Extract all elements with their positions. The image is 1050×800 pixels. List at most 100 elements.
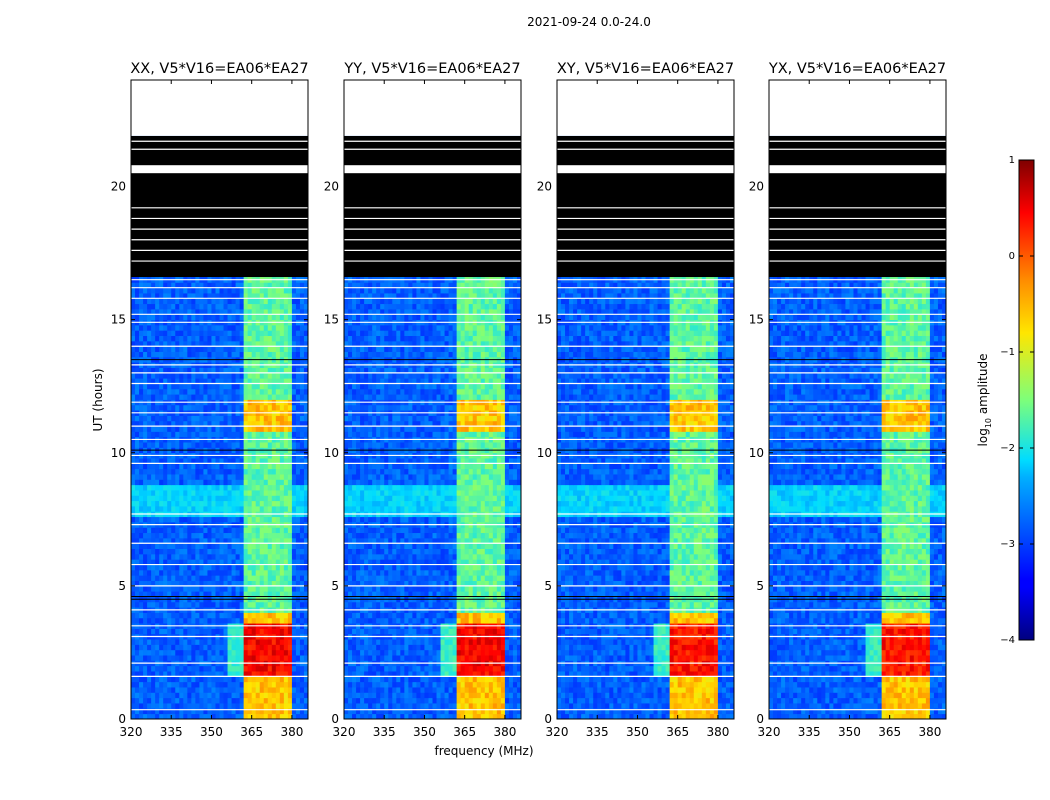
heatmap-cell (215, 372, 220, 379)
heatmap-cell (235, 298, 241, 305)
heatmap-cell (484, 612, 490, 619)
heatmap-cell (215, 378, 220, 384)
heatmap-cell (155, 340, 160, 347)
heatmap-cell (211, 532, 216, 539)
heatmap-cell (412, 575, 417, 581)
heatmap-cell (219, 601, 224, 608)
heatmap-cell (291, 367, 297, 374)
heatmap-cell (392, 580, 397, 587)
heatmap-cell (303, 591, 309, 597)
heatmap-cell (235, 293, 241, 299)
heatmap-cell (492, 671, 498, 677)
heatmap-cell (464, 676, 470, 683)
heatmap-cell (291, 697, 297, 704)
heatmap-cell (516, 665, 522, 672)
heatmap-cell (472, 644, 478, 651)
flagged-block (131, 135, 308, 278)
heatmap-cell (408, 692, 413, 699)
heatmap-cell (175, 537, 180, 544)
heatmap-cell (496, 585, 502, 592)
heatmap-cell (183, 585, 188, 592)
heatmap-cell (207, 506, 212, 512)
heatmap-cell (275, 426, 281, 432)
heatmap-cell (283, 559, 289, 565)
heatmap-cell (179, 628, 184, 635)
heatmap-cell (219, 426, 224, 432)
heatmap-cell (163, 500, 168, 507)
heatmap-cell (199, 340, 204, 347)
heatmap-cell (416, 617, 421, 624)
heatmap-cell (456, 601, 462, 608)
heatmap-cell (191, 335, 196, 342)
heatmap-cell (275, 474, 281, 480)
heatmap-cell (468, 601, 474, 608)
heatmap-cell (155, 612, 160, 619)
heatmap-cell (147, 351, 152, 358)
heatmap-cell (255, 388, 261, 395)
heatmap-cell (420, 575, 425, 581)
heatmap-cell (500, 585, 506, 592)
heatmap-cell (364, 580, 369, 587)
heatmap-cell (175, 293, 180, 299)
heatmap-cell (275, 458, 281, 464)
heatmap-cell (139, 713, 144, 720)
heatmap-cell (452, 575, 458, 581)
heatmap-cell (376, 649, 381, 656)
heatmap-cell (360, 671, 365, 677)
heatmap-cell (187, 569, 192, 576)
heatmap-cell (348, 564, 353, 571)
heatmap-cell (227, 484, 232, 491)
heatmap-cell (139, 506, 144, 512)
heatmap-cell (356, 564, 361, 571)
heatmap-cell (239, 303, 245, 310)
heatmap-cell (167, 500, 172, 507)
heatmap-cell (139, 655, 144, 661)
heatmap-cell (231, 442, 236, 448)
heatmap-cell (219, 298, 224, 305)
heatmap-cell (155, 420, 160, 427)
heatmap-cell (215, 612, 220, 619)
heatmap-cell (159, 474, 164, 480)
heatmap-cell (219, 676, 224, 683)
heatmap-cell (143, 394, 148, 400)
heatmap-cell (303, 479, 309, 486)
heatmap-cell (235, 655, 241, 661)
heatmap-cell (231, 548, 236, 555)
heatmap-cell (235, 458, 241, 464)
heatmap-cell (235, 490, 241, 496)
heatmap-cell (183, 687, 188, 693)
heatmap-cell (496, 628, 502, 635)
heatmap-cell (287, 708, 293, 715)
heatmap-cell (191, 308, 196, 315)
heatmap-cell (416, 649, 421, 656)
heatmap-cell (512, 591, 518, 597)
heatmap-cell (360, 687, 365, 693)
heatmap-cell (267, 287, 273, 294)
heatmap-cell (167, 314, 172, 321)
heatmap-cell (199, 298, 204, 305)
heatmap-cell (279, 665, 285, 672)
heatmap-cell (199, 394, 204, 400)
heatmap-cell (364, 564, 369, 571)
heatmap-cell (275, 282, 281, 289)
heatmap-cell (163, 708, 168, 715)
heatmap-cell (295, 340, 301, 347)
heatmap-cell (159, 671, 164, 677)
heatmap-cell (251, 655, 257, 661)
heatmap-cell (287, 537, 293, 544)
heatmap-cell (428, 569, 433, 576)
heatmap-cell (348, 644, 353, 651)
heatmap-cell (215, 591, 220, 597)
heatmap-cell (267, 564, 273, 571)
heatmap-cell (171, 426, 176, 432)
heatmap-cell (368, 575, 373, 581)
heatmap-cell (151, 495, 156, 502)
heatmap-cell (135, 351, 140, 358)
heatmap-cell (243, 585, 249, 592)
heatmap-cell (428, 676, 433, 683)
heatmap-cell (376, 585, 381, 592)
heatmap-cell (211, 388, 216, 395)
heatmap-cell (295, 383, 301, 390)
heatmap-cell (360, 655, 365, 661)
heatmap-cell (440, 665, 445, 672)
